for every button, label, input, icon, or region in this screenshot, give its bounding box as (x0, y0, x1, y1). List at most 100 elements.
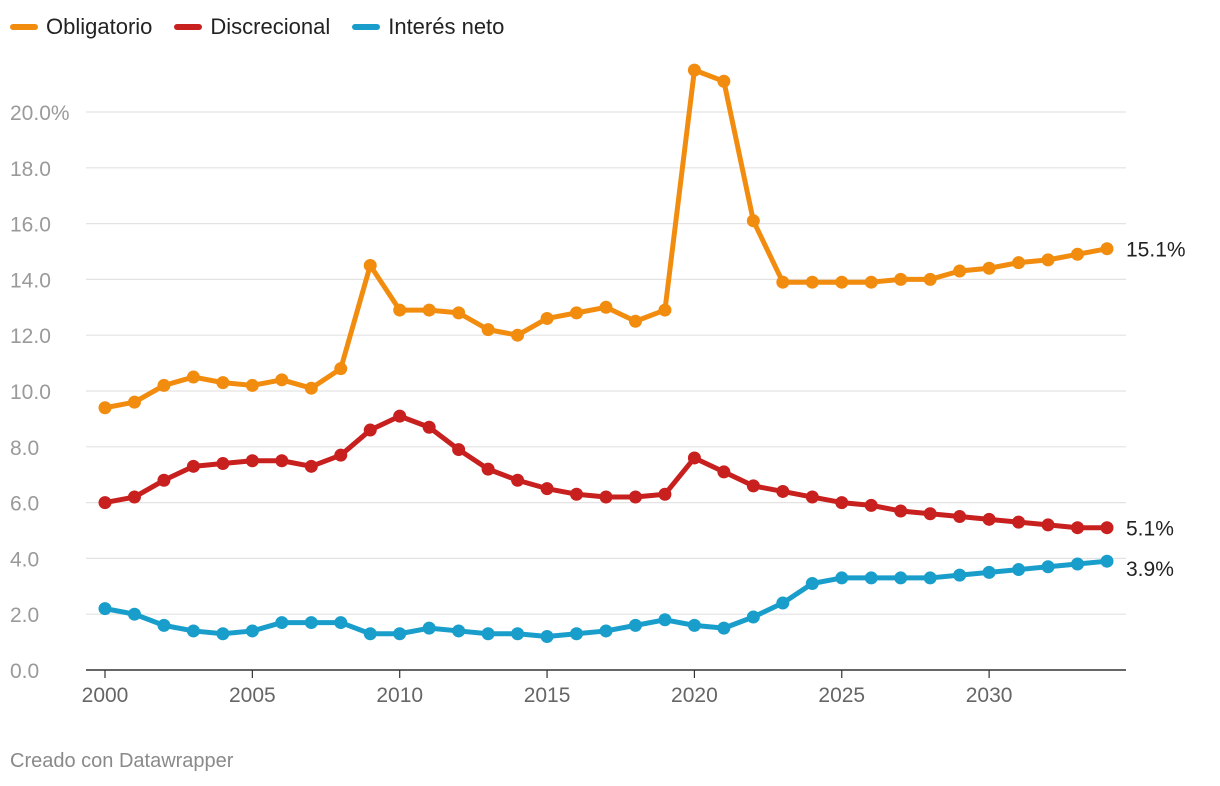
data-point-obligatorio (245, 378, 259, 392)
data-point-inter-s-neto (98, 602, 112, 616)
data-point-discrecional (216, 457, 230, 471)
data-point-obligatorio (1100, 242, 1114, 256)
data-point-discrecional (127, 490, 141, 504)
data-point-obligatorio (599, 300, 613, 314)
legend-label-interes-neto: Interés neto (388, 14, 505, 39)
data-point-inter-s-neto (628, 618, 642, 632)
y-tick-label: 6.0 (10, 493, 39, 516)
y-tick-label: 0.0 (10, 660, 39, 683)
data-point-discrecional (805, 490, 819, 504)
data-point-obligatorio (304, 381, 318, 395)
y-tick-label: 12.0 (10, 325, 51, 348)
data-point-obligatorio (511, 328, 525, 342)
data-point-discrecional (452, 443, 466, 457)
data-point-obligatorio (186, 370, 200, 384)
x-tick-label: 2005 (229, 684, 276, 707)
data-point-inter-s-neto (776, 596, 790, 610)
data-point-obligatorio (805, 275, 819, 289)
data-point-obligatorio (923, 272, 937, 286)
data-point-discrecional (658, 487, 672, 501)
data-point-obligatorio (953, 264, 967, 278)
x-tick-label: 2025 (818, 684, 865, 707)
data-point-obligatorio (717, 74, 731, 88)
data-point-inter-s-neto (717, 621, 731, 635)
x-tick-label: 2030 (966, 684, 1013, 707)
data-point-obligatorio (776, 275, 790, 289)
data-point-obligatorio (216, 376, 230, 390)
data-point-discrecional (304, 459, 318, 473)
data-point-discrecional (157, 473, 171, 487)
y-tick-label: 18.0 (10, 158, 51, 181)
data-point-obligatorio (658, 303, 672, 317)
footer-credit: Creado con Datawrapper (10, 750, 234, 772)
data-point-obligatorio (687, 63, 701, 77)
data-point-obligatorio (982, 261, 996, 275)
data-point-obligatorio (481, 323, 495, 337)
data-point-obligatorio (275, 373, 289, 387)
legend-swatch-obligatorio (10, 24, 38, 30)
data-point-inter-s-neto (864, 571, 878, 585)
end-label-discrecional: 5.1% (1126, 518, 1174, 541)
data-point-discrecional (393, 409, 407, 423)
data-point-discrecional (864, 498, 878, 512)
legend-label-discrecional: Discrecional (210, 14, 331, 39)
data-point-discrecional (98, 496, 112, 510)
data-point-inter-s-neto (835, 571, 849, 585)
data-point-inter-s-neto (275, 616, 289, 630)
data-point-discrecional (275, 454, 289, 468)
data-point-discrecional (628, 490, 642, 504)
data-point-obligatorio (835, 275, 849, 289)
legend-item-obligatorio: Obligatorio (10, 14, 152, 40)
data-point-inter-s-neto (511, 627, 525, 641)
legend-swatch-interes-neto (352, 24, 381, 30)
data-point-inter-s-neto (746, 610, 760, 624)
data-point-discrecional (982, 512, 996, 526)
data-point-inter-s-neto (304, 616, 318, 630)
series-line-obligatorio (102, 67, 1110, 411)
data-point-inter-s-neto (334, 616, 348, 630)
data-point-obligatorio (570, 306, 584, 320)
data-point-discrecional (511, 473, 525, 487)
data-point-inter-s-neto (216, 627, 230, 641)
data-point-obligatorio (452, 306, 466, 320)
legend-swatch-discrecional (174, 24, 203, 30)
data-point-discrecional (717, 465, 731, 479)
y-tick-label: 8.0 (10, 437, 39, 460)
data-point-inter-s-neto (127, 607, 141, 621)
data-point-obligatorio (98, 401, 112, 415)
data-point-discrecional (481, 462, 495, 476)
data-point-discrecional (363, 423, 377, 437)
y-tick-label: 4.0 (10, 548, 39, 571)
data-point-inter-s-neto (186, 624, 200, 638)
legend-item-interes-neto: Interés neto (352, 14, 504, 40)
x-tick-label: 2020 (671, 684, 718, 707)
data-point-obligatorio (334, 362, 348, 376)
data-point-inter-s-neto (658, 613, 672, 627)
x-tick-label: 2000 (82, 684, 129, 707)
data-point-inter-s-neto (923, 571, 937, 585)
data-point-inter-s-neto (1071, 557, 1085, 571)
y-tick-label: 16.0 (10, 214, 51, 237)
data-point-inter-s-neto (540, 630, 554, 644)
data-point-discrecional (1041, 518, 1055, 532)
data-point-discrecional (923, 507, 937, 521)
data-point-obligatorio (540, 311, 554, 325)
data-point-discrecional (570, 487, 584, 501)
y-tick-label: 14.0 (10, 269, 51, 292)
x-tick-label: 2010 (376, 684, 423, 707)
data-point-obligatorio (157, 378, 171, 392)
data-point-obligatorio (363, 258, 377, 272)
x-tick-label: 2015 (524, 684, 571, 707)
data-point-inter-s-neto (157, 618, 171, 632)
legend: Obligatorio Discrecional Interés neto (10, 14, 504, 40)
data-point-discrecional (894, 504, 908, 518)
data-point-discrecional (422, 420, 436, 434)
data-point-discrecional (776, 484, 790, 498)
data-point-inter-s-neto (1012, 563, 1026, 577)
data-point-discrecional (1100, 521, 1114, 535)
data-point-inter-s-neto (687, 618, 701, 632)
y-tick-label: 10.0 (10, 381, 51, 404)
data-point-obligatorio (746, 214, 760, 228)
data-point-obligatorio (422, 303, 436, 317)
